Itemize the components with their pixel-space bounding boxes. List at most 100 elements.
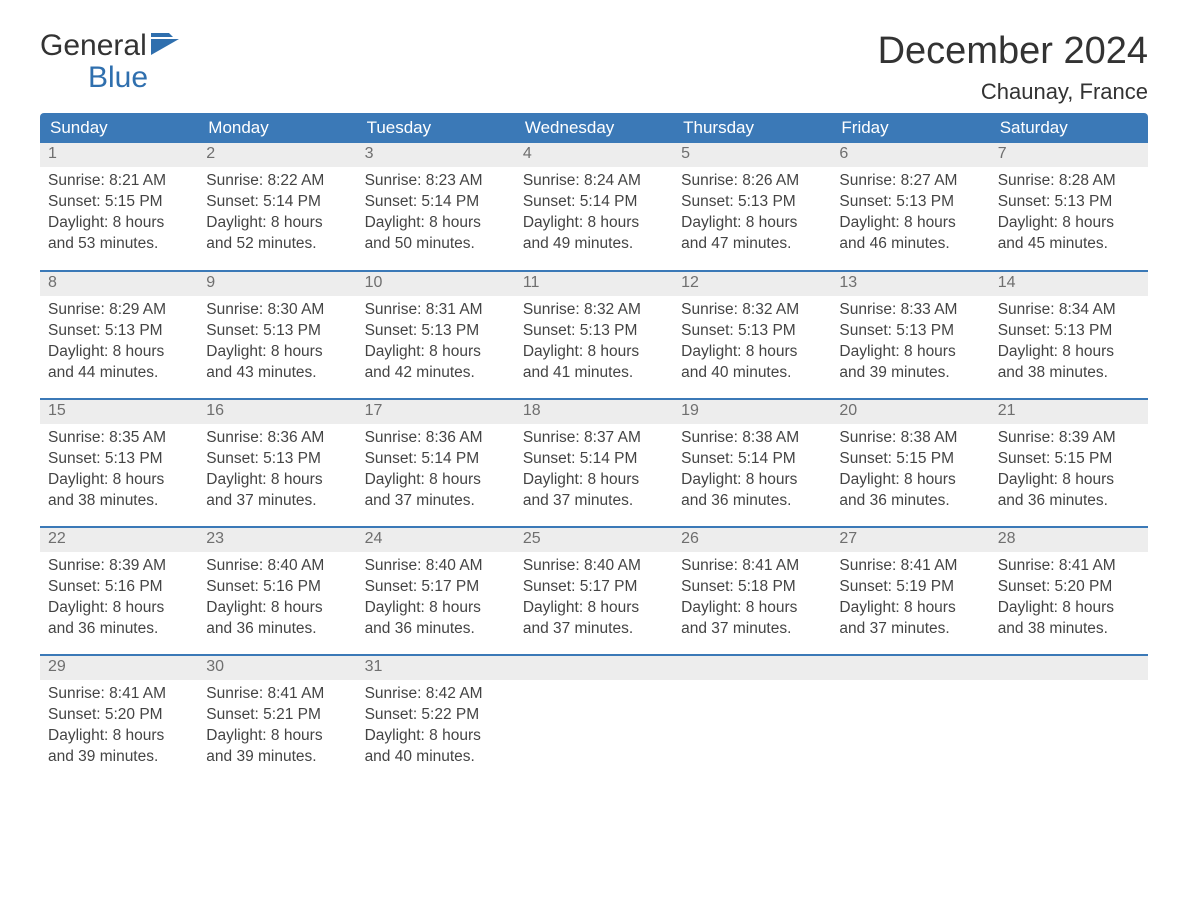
day-number: 6	[831, 143, 989, 167]
sunrise-text: Sunrise: 8:41 AM	[839, 556, 981, 577]
daylight-text: Daylight: 8 hours	[48, 726, 190, 747]
sunset-text: Sunset: 5:13 PM	[681, 192, 823, 213]
sunrise-text: Sunrise: 8:38 AM	[681, 428, 823, 449]
daylight-text: Daylight: 8 hours	[681, 342, 823, 363]
daylight-text: Daylight: 8 hours	[839, 470, 981, 491]
sunset-text: Sunset: 5:13 PM	[839, 321, 981, 342]
daylight-text: Daylight: 8 hours	[523, 598, 665, 619]
daylight-text: and 41 minutes.	[523, 363, 665, 384]
day-header: Monday	[198, 113, 356, 143]
day-content: Sunrise: 8:32 AMSunset: 5:13 PMDaylight:…	[673, 296, 831, 394]
daylight-text: and 36 minutes.	[48, 619, 190, 640]
day-number: 16	[198, 400, 356, 424]
daylight-text: and 38 minutes.	[48, 491, 190, 512]
sunrise-text: Sunrise: 8:26 AM	[681, 171, 823, 192]
calendar-cell: 7Sunrise: 8:28 AMSunset: 5:13 PMDaylight…	[990, 143, 1148, 271]
day-number: 27	[831, 528, 989, 552]
day-number: 24	[357, 528, 515, 552]
sunset-text: Sunset: 5:22 PM	[365, 705, 507, 726]
header: General Blue December 2024 Chaunay, Fran…	[40, 30, 1148, 105]
calendar-cell: 11Sunrise: 8:32 AMSunset: 5:13 PMDayligh…	[515, 271, 673, 399]
day-content: Sunrise: 8:41 AMSunset: 5:19 PMDaylight:…	[831, 552, 989, 650]
sunrise-text: Sunrise: 8:41 AM	[998, 556, 1140, 577]
day-content: Sunrise: 8:39 AMSunset: 5:15 PMDaylight:…	[990, 424, 1148, 522]
daylight-text: Daylight: 8 hours	[48, 598, 190, 619]
calendar-cell	[515, 655, 673, 783]
day-number: 13	[831, 272, 989, 296]
day-content: Sunrise: 8:34 AMSunset: 5:13 PMDaylight:…	[990, 296, 1148, 394]
daylight-text: Daylight: 8 hours	[523, 213, 665, 234]
daylight-text: Daylight: 8 hours	[206, 470, 348, 491]
day-number-empty	[831, 656, 989, 680]
calendar-cell: 13Sunrise: 8:33 AMSunset: 5:13 PMDayligh…	[831, 271, 989, 399]
day-content: Sunrise: 8:42 AMSunset: 5:22 PMDaylight:…	[357, 680, 515, 778]
daylight-text: Daylight: 8 hours	[998, 470, 1140, 491]
sunset-text: Sunset: 5:20 PM	[48, 705, 190, 726]
sunrise-text: Sunrise: 8:37 AM	[523, 428, 665, 449]
calendar-cell: 28Sunrise: 8:41 AMSunset: 5:20 PMDayligh…	[990, 527, 1148, 655]
daylight-text: and 37 minutes.	[523, 491, 665, 512]
calendar-cell: 15Sunrise: 8:35 AMSunset: 5:13 PMDayligh…	[40, 399, 198, 527]
daylight-text: Daylight: 8 hours	[998, 598, 1140, 619]
calendar-cell: 1Sunrise: 8:21 AMSunset: 5:15 PMDaylight…	[40, 143, 198, 271]
day-number: 1	[40, 143, 198, 167]
sunset-text: Sunset: 5:17 PM	[365, 577, 507, 598]
sunrise-text: Sunrise: 8:21 AM	[48, 171, 190, 192]
day-number-empty	[673, 656, 831, 680]
sunset-text: Sunset: 5:16 PM	[206, 577, 348, 598]
sunset-text: Sunset: 5:14 PM	[365, 192, 507, 213]
day-number: 23	[198, 528, 356, 552]
daylight-text: Daylight: 8 hours	[681, 213, 823, 234]
day-number: 11	[515, 272, 673, 296]
daylight-text: Daylight: 8 hours	[365, 342, 507, 363]
sunrise-text: Sunrise: 8:32 AM	[523, 300, 665, 321]
sunrise-text: Sunrise: 8:39 AM	[48, 556, 190, 577]
calendar-cell: 17Sunrise: 8:36 AMSunset: 5:14 PMDayligh…	[357, 399, 515, 527]
daylight-text: Daylight: 8 hours	[365, 470, 507, 491]
sunset-text: Sunset: 5:21 PM	[206, 705, 348, 726]
daylight-text: Daylight: 8 hours	[839, 342, 981, 363]
sunrise-text: Sunrise: 8:31 AM	[365, 300, 507, 321]
day-header: Sunday	[40, 113, 198, 143]
day-header-row: Sunday Monday Tuesday Wednesday Thursday…	[40, 113, 1148, 143]
daylight-text: and 37 minutes.	[681, 619, 823, 640]
daylight-text: and 39 minutes.	[206, 747, 348, 768]
calendar-cell: 5 Sunrise: 8:26 AMSunset: 5:13 PMDaylight…	[673, 143, 831, 271]
day-number: 4	[515, 143, 673, 167]
daylight-text: Daylight: 8 hours	[206, 213, 348, 234]
day-content: Sunrise: 8:32 AMSunset: 5:13 PMDaylight:…	[515, 296, 673, 394]
logo-flag-icon	[151, 33, 185, 55]
daylight-text: and 37 minutes.	[206, 491, 348, 512]
day-number: 25	[515, 528, 673, 552]
daylight-text: Daylight: 8 hours	[523, 470, 665, 491]
day-number: 28	[990, 528, 1148, 552]
sunset-text: Sunset: 5:13 PM	[998, 192, 1140, 213]
sunset-text: Sunset: 5:14 PM	[681, 449, 823, 470]
daylight-text: and 52 minutes.	[206, 234, 348, 255]
calendar-cell: 9Sunrise: 8:30 AMSunset: 5:13 PMDaylight…	[198, 271, 356, 399]
day-header: Wednesday	[515, 113, 673, 143]
calendar-cell: 14Sunrise: 8:34 AMSunset: 5:13 PMDayligh…	[990, 271, 1148, 399]
calendar-cell: 6Sunrise: 8:27 AMSunset: 5:13 PMDaylight…	[831, 143, 989, 271]
day-number: 5	[673, 143, 831, 167]
calendar-cell: 30Sunrise: 8:41 AMSunset: 5:21 PMDayligh…	[198, 655, 356, 783]
sunrise-text: Sunrise: 8:39 AM	[998, 428, 1140, 449]
sunrise-text: Sunrise: 8:41 AM	[681, 556, 823, 577]
day-content: Sunrise: 8:29 AMSunset: 5:13 PMDaylight:…	[40, 296, 198, 394]
daylight-text: and 45 minutes.	[998, 234, 1140, 255]
day-content: Sunrise: 8:38 AMSunset: 5:15 PMDaylight:…	[831, 424, 989, 522]
daylight-text: and 37 minutes.	[365, 491, 507, 512]
sunrise-text: Sunrise: 8:24 AM	[523, 171, 665, 192]
sunrise-text: Sunrise: 8:38 AM	[839, 428, 981, 449]
calendar-table: Sunday Monday Tuesday Wednesday Thursday…	[40, 113, 1148, 783]
calendar-cell: 8Sunrise: 8:29 AMSunset: 5:13 PMDaylight…	[40, 271, 198, 399]
sunset-text: Sunset: 5:14 PM	[523, 192, 665, 213]
sunset-text: Sunset: 5:13 PM	[206, 449, 348, 470]
day-number: 20	[831, 400, 989, 424]
day-content: Sunrise: 8:33 AMSunset: 5:13 PMDaylight:…	[831, 296, 989, 394]
sunrise-text: Sunrise: 8:40 AM	[523, 556, 665, 577]
day-content: Sunrise: 8:40 AMSunset: 5:17 PMDaylight:…	[357, 552, 515, 650]
day-content: Sunrise: 8:28 AMSunset: 5:13 PMDaylight:…	[990, 167, 1148, 265]
sunset-text: Sunset: 5:13 PM	[839, 192, 981, 213]
calendar-cell: 26Sunrise: 8:41 AMSunset: 5:18 PMDayligh…	[673, 527, 831, 655]
